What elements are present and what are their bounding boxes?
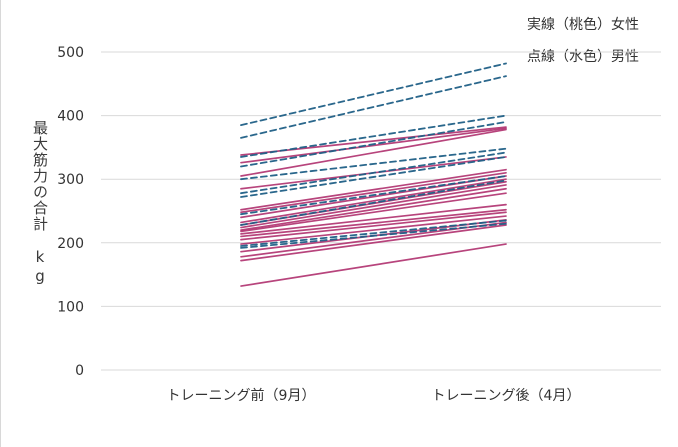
series-line-female xyxy=(240,224,507,262)
y-tick-label: 200 xyxy=(57,236,84,252)
series-line-male xyxy=(240,175,507,216)
series-line-female xyxy=(240,192,507,233)
legend-entry-male: 点線（水色）男性 xyxy=(527,49,639,65)
series-line-female xyxy=(240,178,507,224)
series-line-male xyxy=(240,179,507,226)
series-line-male xyxy=(240,156,507,198)
series-line-male xyxy=(240,75,507,139)
y-tick-label: 300 xyxy=(57,172,84,188)
series-line-female xyxy=(240,208,507,238)
series-line-female xyxy=(240,203,507,235)
y-axis-label: 最大筋力の合計 kg xyxy=(31,120,49,286)
series-line-female xyxy=(240,215,507,245)
series-line-female xyxy=(240,175,507,219)
series-line-male xyxy=(240,62,507,127)
x-tick-label: トレーニング前（9月） xyxy=(167,387,316,404)
legend-entry-female: 実線（桃色）女性 xyxy=(527,17,639,33)
y-tick-label: 500 xyxy=(57,45,84,61)
series-line-male xyxy=(240,121,507,168)
x-tick-label: トレーニング後（4月） xyxy=(432,388,581,404)
series-line-male xyxy=(240,219,507,247)
y-tick-label: 100 xyxy=(57,299,84,315)
series-line-male xyxy=(240,222,507,249)
y-tick-label: 0 xyxy=(75,363,84,379)
series-line-male xyxy=(240,114,507,158)
series-line-male xyxy=(240,147,507,181)
series-line-female xyxy=(240,128,507,177)
series-line-female xyxy=(240,127,507,164)
series-line-female xyxy=(240,171,507,214)
series-line-female xyxy=(240,187,507,231)
series-line-female xyxy=(240,168,507,211)
series-line-female xyxy=(240,184,507,229)
series-line-female xyxy=(240,243,507,287)
y-tick-label: 400 xyxy=(57,109,84,125)
series-line-male xyxy=(240,151,507,195)
series-line-female xyxy=(240,211,507,241)
